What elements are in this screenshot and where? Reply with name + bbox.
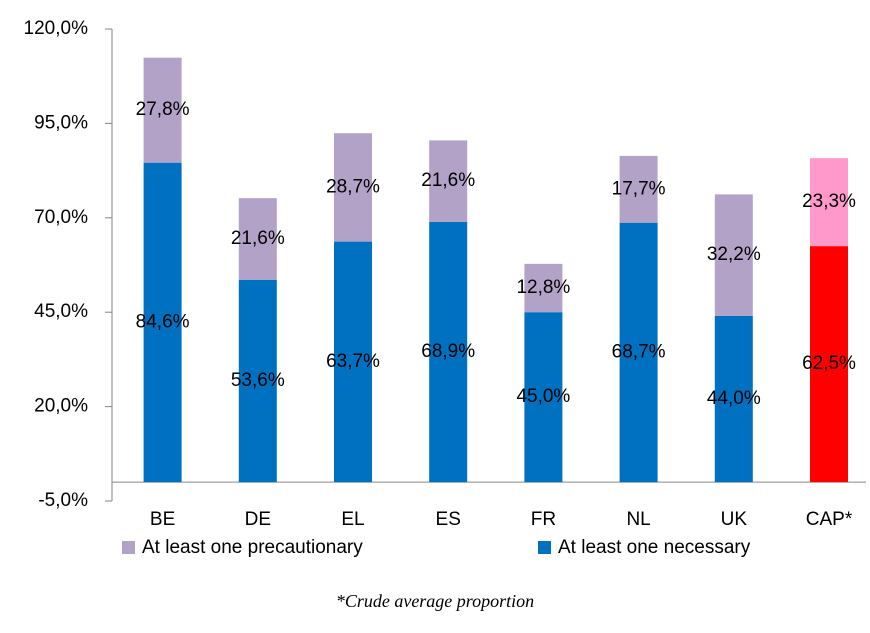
data-label: 21,6% — [421, 170, 475, 191]
bar-segment — [429, 140, 468, 222]
y-tick-label: 120,0% — [24, 18, 89, 39]
data-label: 44,0% — [707, 388, 761, 409]
data-label: 28,7% — [326, 176, 380, 197]
bar-segment — [810, 158, 848, 247]
bar-segment — [238, 198, 277, 280]
y-tick-label: 70,0% — [34, 207, 88, 228]
data-label: 12,8% — [516, 277, 570, 298]
bar-segment — [334, 133, 372, 242]
x-tick-label: FR — [531, 509, 556, 530]
footnote: *Crude average proportion — [336, 591, 534, 611]
y-tick-label: -5,0% — [38, 490, 88, 511]
bar-segment — [619, 222, 658, 483]
legend-swatch — [538, 541, 551, 554]
data-label: 84,6% — [136, 311, 190, 332]
x-tick-label: NL — [626, 509, 650, 530]
bar-segment — [714, 194, 753, 316]
data-label: 63,7% — [326, 351, 380, 372]
bar-segment — [143, 162, 182, 483]
data-label: 62,5% — [802, 353, 856, 374]
data-label: 27,8% — [136, 99, 190, 120]
data-label: 17,7% — [612, 178, 666, 199]
bar-segment — [714, 315, 753, 483]
data-label: 45,0% — [516, 386, 570, 407]
y-tick-label: 95,0% — [34, 112, 88, 133]
y-tick-label: 20,0% — [34, 396, 88, 417]
bar-segment — [619, 155, 658, 223]
data-label: 32,2% — [707, 244, 761, 265]
bar-segment — [429, 221, 468, 483]
y-tick-label: 45,0% — [34, 301, 88, 322]
data-label: 68,7% — [612, 341, 666, 362]
x-tick-label: UK — [721, 509, 748, 530]
bar-segment — [524, 263, 563, 313]
x-tick-label: EL — [341, 509, 364, 530]
x-tick-label: CAP* — [806, 509, 853, 530]
legend-swatch — [122, 541, 135, 554]
x-tick-label: BE — [150, 509, 175, 530]
bar-segment — [524, 312, 563, 483]
legend-label: At least one necessary — [558, 537, 751, 558]
legend-label: At least one precautionary — [142, 537, 363, 558]
bar-segment — [810, 246, 848, 483]
x-tick-label: DE — [245, 509, 271, 530]
data-label: 23,3% — [802, 191, 856, 212]
data-label: 68,9% — [421, 341, 475, 362]
x-tick-label: ES — [436, 509, 461, 530]
bar-segment — [334, 241, 372, 483]
data-label: 53,6% — [231, 370, 285, 391]
bar-segment — [143, 57, 182, 163]
bar-segment — [238, 279, 277, 483]
data-label: 21,6% — [231, 228, 285, 249]
